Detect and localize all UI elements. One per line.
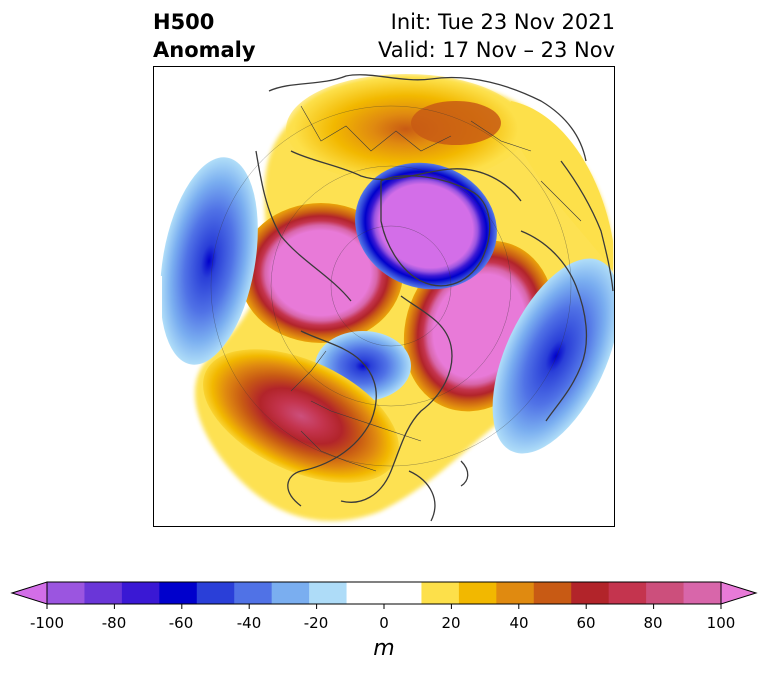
graticule <box>210 105 572 467</box>
colorbar-segment <box>421 582 460 604</box>
tick-label: -80 <box>101 614 127 632</box>
colorbar-segment <box>646 582 685 604</box>
colorbar-segment <box>121 582 160 604</box>
init-date: Init: Tue 23 Nov 2021 <box>390 10 615 34</box>
colorbar-segment <box>309 582 348 604</box>
tick-label: -100 <box>29 614 65 632</box>
colorbar-extend-max <box>720 581 758 605</box>
coastlines <box>255 74 614 522</box>
tick-label: 0 <box>379 614 389 632</box>
ridge-eurasia-core <box>411 101 501 145</box>
colorbar <box>10 581 758 609</box>
colorbar-segment <box>84 582 123 604</box>
ridge-pacific-us <box>203 349 399 483</box>
units-label: m <box>373 636 395 661</box>
tick-label: 60 <box>576 614 596 632</box>
colorbar-segment <box>496 582 535 604</box>
borders <box>290 105 582 472</box>
ridge-eurasia <box>286 74 526 184</box>
chart-title: H500 Anomaly <box>153 8 256 64</box>
trough-polar <box>355 162 497 290</box>
trough-west <box>160 157 258 365</box>
title-line2: Anomaly <box>153 38 256 62</box>
valid-range: Valid: 17 Nov – 23 Nov <box>378 38 615 62</box>
colorbar-segment <box>159 582 198 604</box>
colorbar-segment <box>458 582 497 604</box>
map-canvas <box>154 67 614 526</box>
tick-label: 80 <box>643 614 663 632</box>
tick-label: -20 <box>303 614 329 632</box>
colorbar-segment <box>571 582 610 604</box>
tick-label: 100 <box>706 614 736 632</box>
colorbar-segment <box>234 582 273 604</box>
colorbar-segment <box>346 582 385 604</box>
colorbar-segment <box>608 582 647 604</box>
date-info: Init: Tue 23 Nov 2021 Valid: 17 Nov – 23… <box>378 8 615 64</box>
colorbar-segment <box>271 582 310 604</box>
colorbar-extend-min <box>10 581 48 605</box>
tick-label: -60 <box>168 614 194 632</box>
colorbar-segment <box>683 582 722 604</box>
title-line1: H500 <box>153 10 215 34</box>
colorbar-segment <box>47 582 85 604</box>
colorbar-segment <box>533 582 572 604</box>
tick-label: -40 <box>236 614 262 632</box>
tick-label: 20 <box>441 614 461 632</box>
tick-label: 40 <box>509 614 529 632</box>
anomaly-band-east <box>508 101 613 271</box>
trough-east <box>492 258 614 454</box>
anomaly-map <box>153 66 615 527</box>
colorbar-segment <box>384 582 422 604</box>
colorbar-segment <box>196 582 235 604</box>
